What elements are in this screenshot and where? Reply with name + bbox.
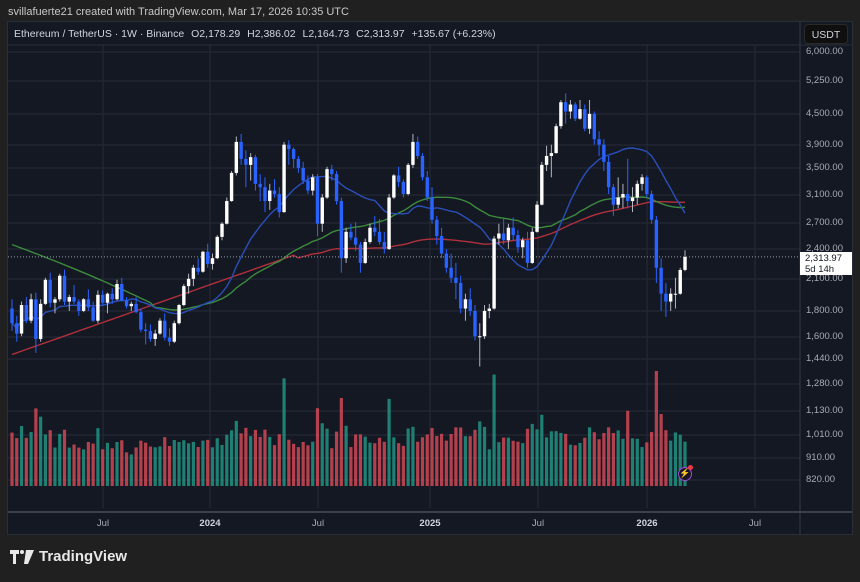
price-tick-label: 1,600.00 <box>806 331 843 342</box>
time-tick-label: Jul <box>531 518 545 529</box>
ohlc-change: +135.67 (+6.23%) <box>411 28 496 40</box>
last-price-value: 2,313.97 <box>805 253 842 264</box>
brand-name: TradingView <box>39 548 128 565</box>
time-tick-label: 2025 <box>419 518 441 529</box>
currency-button[interactable]: USDT <box>804 24 848 44</box>
price-tick-label: 3,500.00 <box>806 162 843 173</box>
symbol-legend: Ethereum / TetherUS · 1W · Binance O2,17… <box>14 28 500 40</box>
price-tick-label: 5,250.00 <box>806 75 843 86</box>
price-tick-label: 820.00 <box>806 474 836 485</box>
price-tick-label: 2,100.00 <box>806 273 843 284</box>
ohlc-high: H2,386.02 <box>247 28 296 40</box>
tradingview-brand: TradingView <box>10 548 127 565</box>
tradingview-logo-icon <box>10 549 34 564</box>
price-tick-label: 2,700.00 <box>806 217 843 228</box>
time-tick-label: Jul <box>96 518 110 529</box>
attribution-text: svillafuerte21 created with TradingView.… <box>8 6 349 18</box>
price-tick-label: 1,130.00 <box>806 405 843 416</box>
price-tick-label: 910.00 <box>806 452 836 463</box>
time-tick-label: 2026 <box>636 518 658 529</box>
price-tick-label: 3,900.00 <box>806 139 843 150</box>
time-tick-label: Jul <box>748 518 762 529</box>
ohlc-close: C2,313.97 <box>356 28 405 40</box>
ohlc-low: L2,164.73 <box>302 28 350 40</box>
price-tick-label: 2,400.00 <box>806 243 843 254</box>
price-tick-label: 1,800.00 <box>806 305 843 316</box>
bar-countdown: 5d 14h <box>805 264 835 275</box>
symbol-name[interactable]: Ethereum / TetherUS · 1W · Binance <box>14 28 185 40</box>
notification-dot <box>688 465 693 470</box>
alert-flash-icon[interactable]: ⚡ <box>678 465 693 481</box>
price-tick-label: 6,000.00 <box>806 46 843 57</box>
ohlc-open: O2,178.29 <box>191 28 241 40</box>
last-price-badge: 2,313.97 5d 14h <box>800 252 852 275</box>
time-tick-label: Jul <box>311 518 325 529</box>
price-tick-label: 1,280.00 <box>806 378 843 389</box>
price-tick-label: 1,010.00 <box>806 429 843 440</box>
price-tick-label: 4,500.00 <box>806 108 843 119</box>
price-tick-label: 3,100.00 <box>806 189 843 200</box>
time-tick-label: 2024 <box>199 518 221 529</box>
price-tick-label: 1,440.00 <box>806 353 843 364</box>
